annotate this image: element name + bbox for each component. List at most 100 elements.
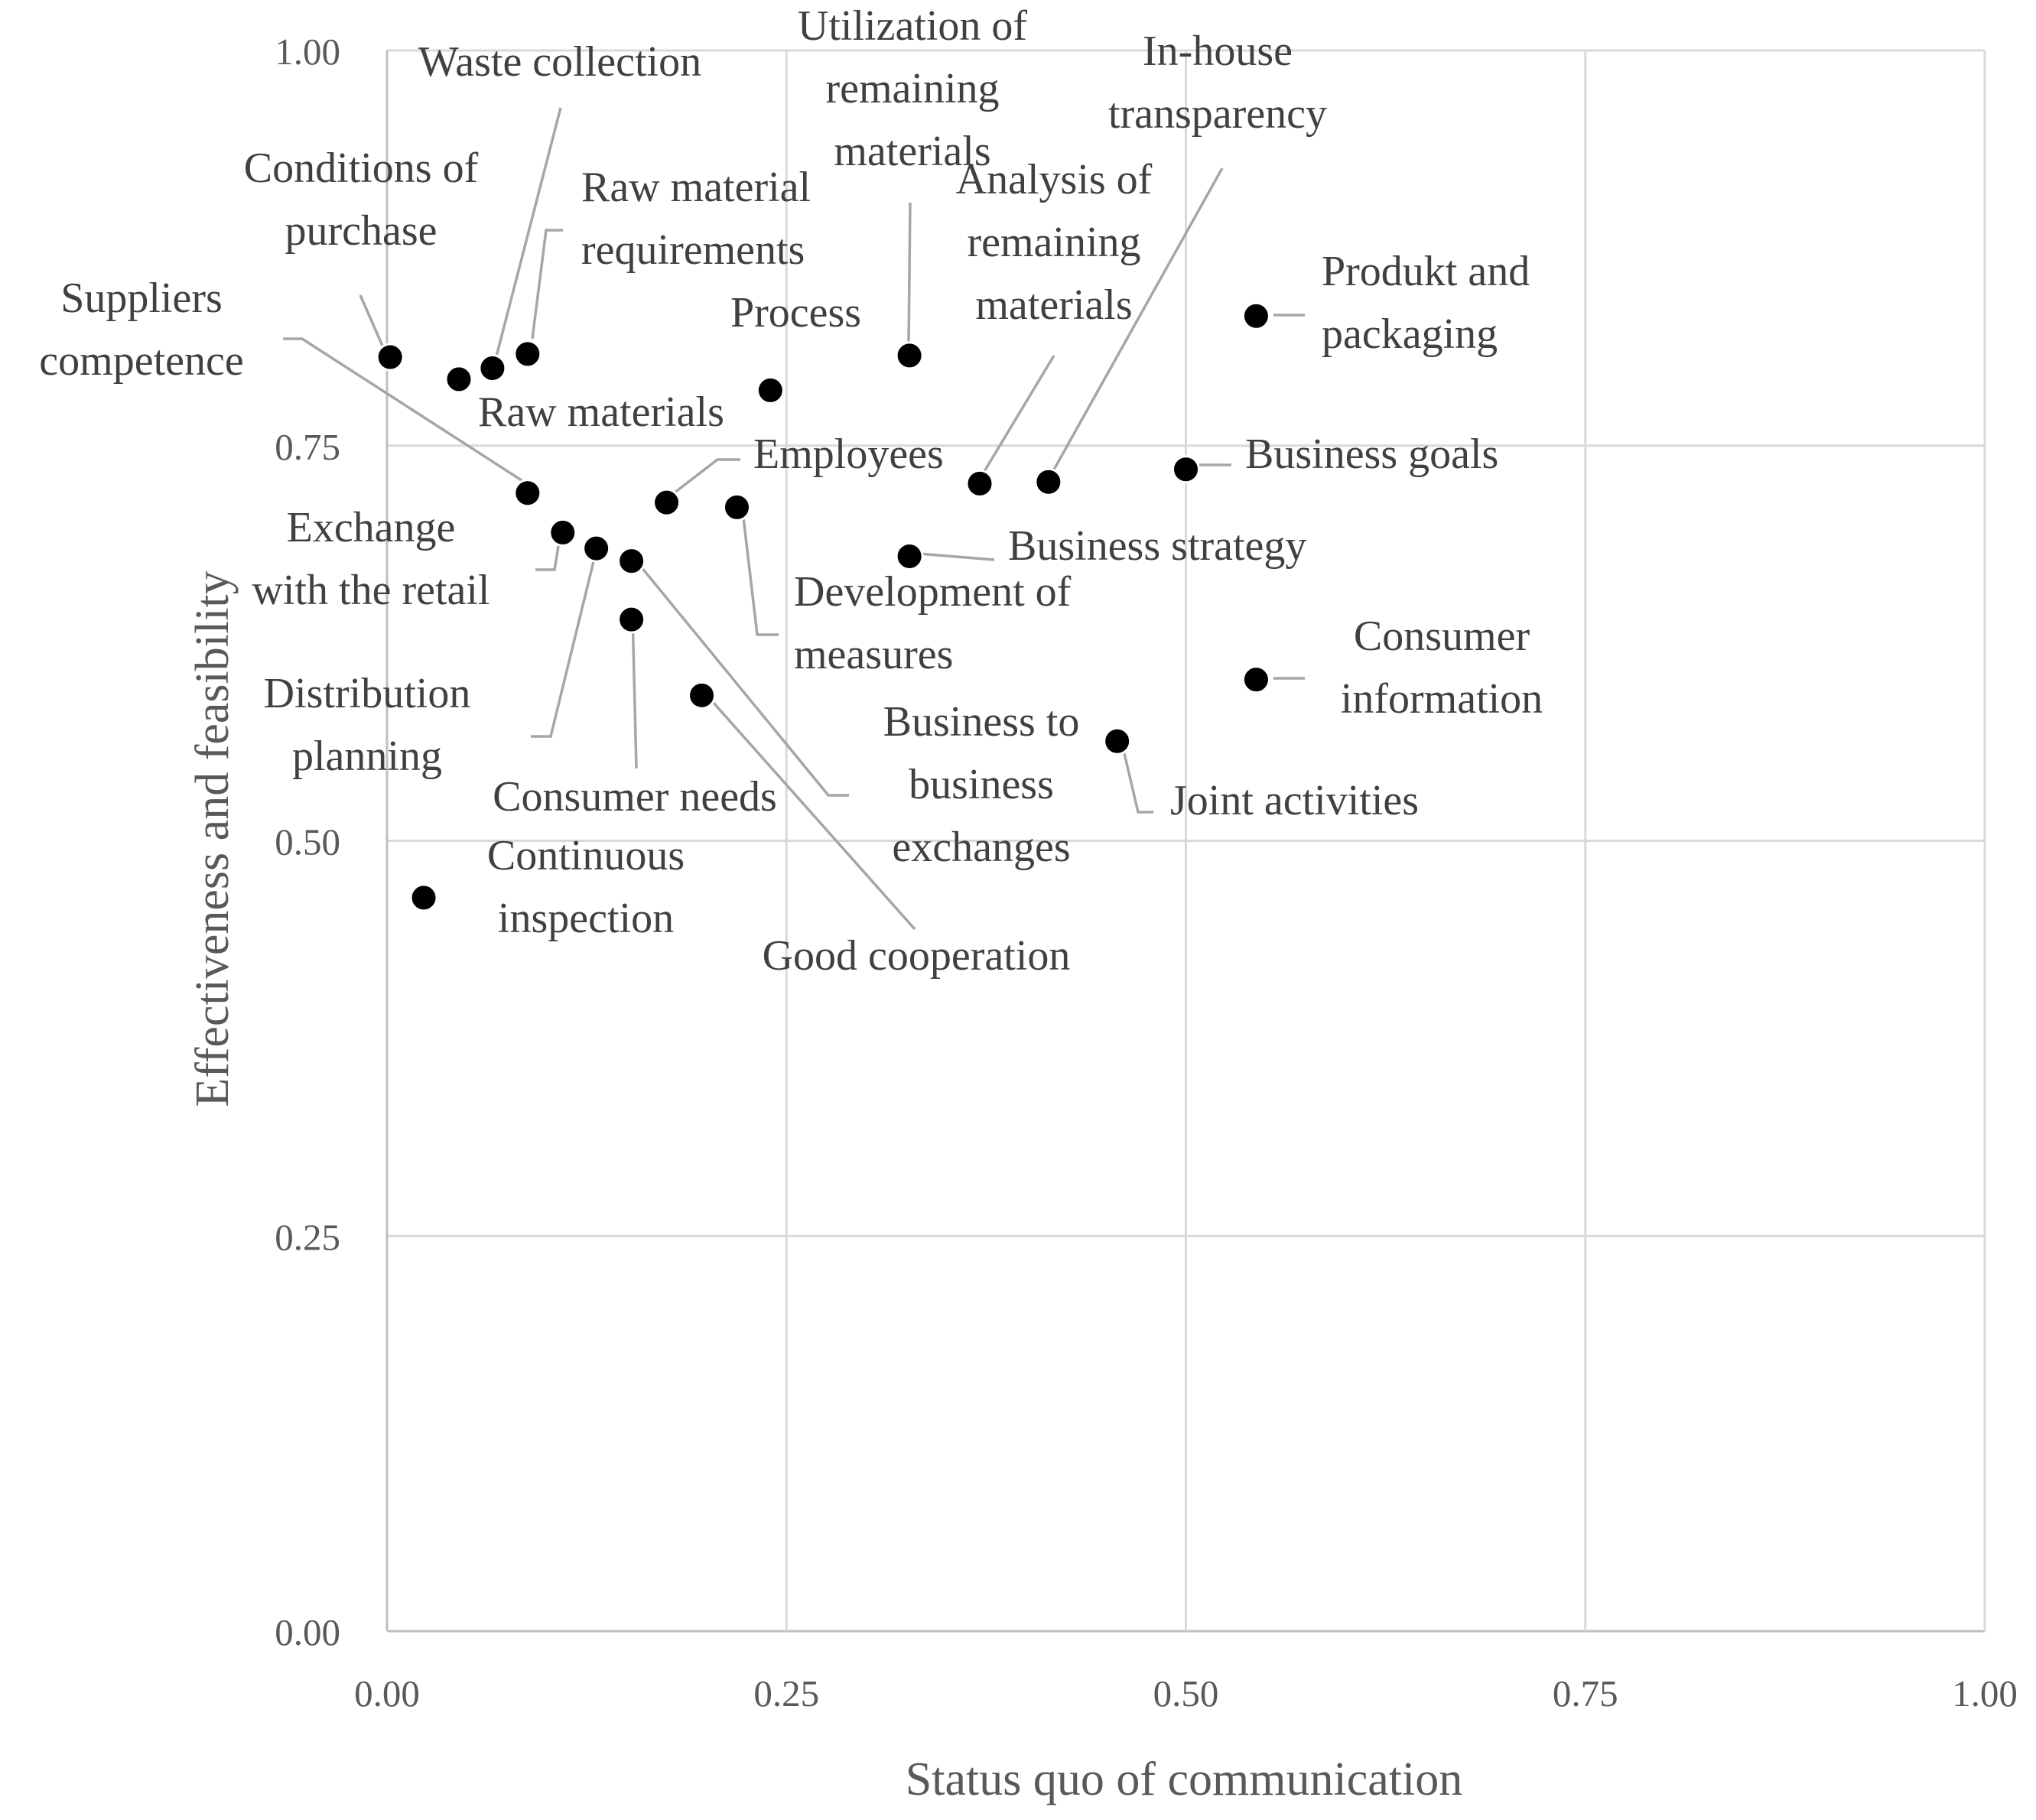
point-label-line: Raw material (581, 164, 811, 211)
point-label: Distribution planning (264, 670, 471, 780)
point-label-line: remaining (967, 219, 1140, 266)
data-point (756, 375, 785, 405)
y-axis-title: Effectiveness and feasibility (187, 570, 239, 1107)
point-label: Development of measures (794, 568, 1072, 678)
data-point (965, 469, 994, 498)
point-label-line: Conditions of (244, 145, 479, 192)
point-label: Process (730, 289, 861, 336)
data-point (409, 883, 438, 912)
data-point (478, 353, 507, 382)
data-point (1241, 665, 1270, 694)
point-label-line: competence (39, 337, 243, 385)
label-leader-line (531, 229, 563, 340)
label-leader-line (359, 294, 384, 346)
point-label-line: inspection (498, 895, 674, 942)
label-leader-line (909, 551, 995, 561)
point-label-line: information (1341, 675, 1543, 723)
label-leader-line (1049, 167, 1224, 477)
point-label-line: Business to (883, 698, 1080, 746)
point-label: Produkt and packaging (1322, 248, 1530, 358)
label-leader-line (907, 202, 912, 346)
label-leader-line (283, 337, 527, 485)
point-label-line: Suppliers (60, 275, 223, 322)
point-label-line: materials (975, 281, 1132, 329)
data-point (1241, 301, 1270, 330)
point-label-line: In-house (1143, 28, 1293, 75)
y-tick-label: 0.25 (275, 1216, 340, 1258)
label-leader-line (740, 504, 779, 636)
point-label-line: packaging (1322, 310, 1498, 358)
label-leader-line (669, 458, 740, 497)
point-label-line: Good cooperation (763, 932, 1071, 980)
point-label: Employees (753, 431, 944, 478)
point-label: Analysis of remaining materials (956, 156, 1153, 329)
point-label: Consumer needs (493, 773, 777, 821)
grid (385, 49, 1986, 1633)
data-point (548, 518, 577, 547)
x-tick-label: 0.50 (1153, 1672, 1219, 1714)
x-tick-label: 0.75 (1553, 1672, 1618, 1714)
point-label-line: Raw materials (478, 388, 724, 436)
point-label: Good cooperation (763, 932, 1071, 980)
data-point (895, 341, 924, 370)
point-label: Consumer information (1341, 613, 1543, 723)
point-label-line: Employees (753, 431, 944, 478)
point-label-line: Development of (794, 568, 1072, 616)
point-label: Business to business exchanges (883, 698, 1080, 871)
point-label: Raw materials (478, 388, 724, 436)
point-label-line: transparency (1108, 90, 1327, 138)
point-label-line: Distribution (264, 670, 471, 717)
point-label: Suppliers competence (39, 275, 243, 385)
x-axis-title: Status quo of communication (906, 1753, 1462, 1805)
point-label: Utilization of remaining materials (798, 2, 1028, 175)
data-point (617, 605, 646, 634)
point-label-line: with the retail (252, 567, 489, 614)
point-label-line: requirements (581, 226, 805, 274)
data-point (722, 492, 751, 522)
point-label: Raw material requirements (581, 164, 811, 274)
point-label-line: measures (794, 631, 953, 678)
label-leader-line (631, 613, 638, 769)
label-leader-line (633, 557, 849, 797)
data-point (652, 488, 681, 517)
point-label-line: Exchange (287, 504, 456, 551)
point-label-line: Continuous (487, 832, 685, 879)
point-label-line: purchase (285, 207, 437, 255)
point-label-line: Process (730, 289, 861, 336)
data-point (444, 365, 473, 394)
data-point (688, 681, 717, 710)
point-labels: Conditions of purchase Suppliers competence… (39, 2, 1543, 980)
label-leader-lines (283, 107, 1305, 931)
point-label: Conditions of purchase (244, 145, 479, 255)
x-tick-label: 0.25 (753, 1672, 819, 1714)
point-label-line: Joint activities (1170, 777, 1419, 824)
point-label: Business strategy (1008, 522, 1306, 570)
point-label-line: Produkt and (1322, 248, 1530, 295)
label-leader-line (980, 355, 1055, 477)
point-label: Business goals (1245, 431, 1498, 478)
x-tick-label: 1.00 (1952, 1672, 2018, 1714)
y-tick-label: 0.75 (275, 426, 340, 468)
label-leader-line (495, 107, 562, 357)
data-point (895, 541, 924, 570)
point-label-line: Consumer needs (493, 773, 777, 821)
data-point (582, 534, 611, 563)
point-label-line: remaining (825, 65, 999, 112)
label-leader-line (699, 687, 916, 931)
data-point (1103, 726, 1132, 756)
point-label: Continuous inspection (487, 832, 685, 942)
data-point (1172, 455, 1200, 484)
data-point (513, 479, 542, 508)
point-label-line: Utilization of (798, 2, 1028, 50)
point-label-line: Waste collection (418, 38, 701, 86)
y-tick-label: 0.50 (275, 821, 340, 863)
y-tick-label: 0.00 (275, 1611, 340, 1653)
x-tick-label: 0.00 (354, 1672, 420, 1714)
data-point (1034, 467, 1063, 496)
point-label-line: Consumer (1354, 613, 1530, 660)
data-points (376, 301, 1270, 912)
point-label-line: Business strategy (1008, 522, 1306, 570)
point-label: In-house transparency (1108, 28, 1327, 138)
label-leader-line (531, 542, 600, 738)
